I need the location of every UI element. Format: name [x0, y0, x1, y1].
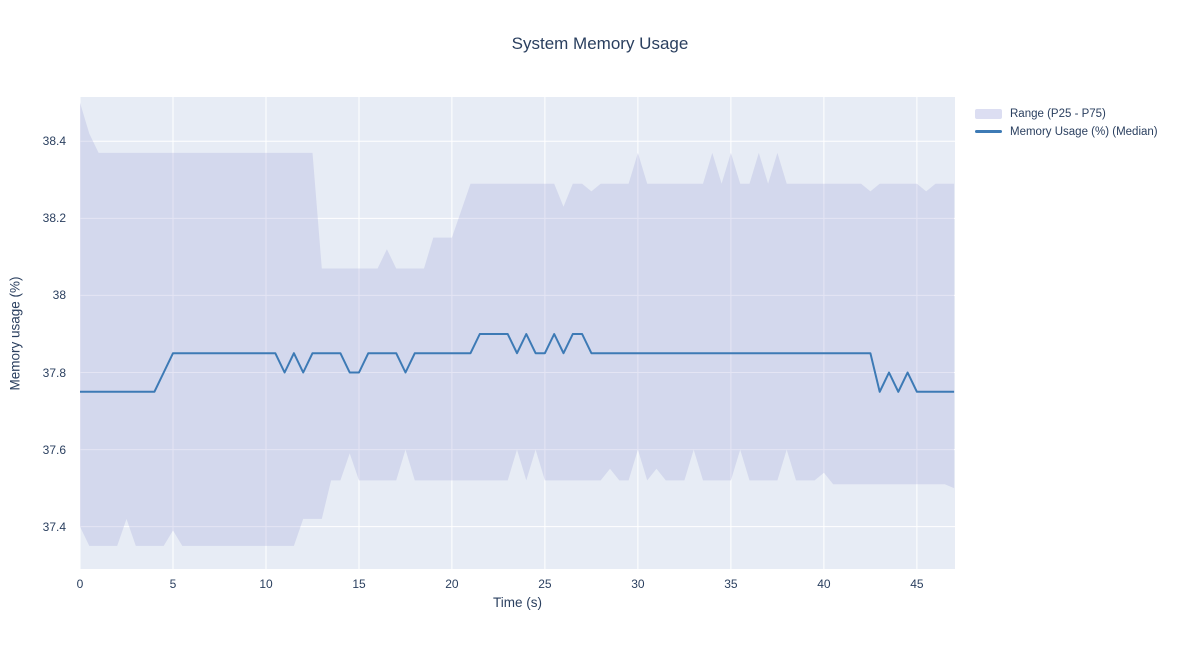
line-swatch-icon — [975, 130, 1002, 133]
x-tick-label: 45 — [910, 577, 924, 591]
x-tick-label: 40 — [817, 577, 831, 591]
x-tick-label: 25 — [538, 577, 552, 591]
legend-label-range: Range (P25 - P75) — [1010, 107, 1106, 120]
chart-title: System Memory Usage — [511, 34, 689, 53]
x-axis-title: Time (s) — [493, 595, 542, 610]
x-tick-label: 30 — [631, 577, 645, 591]
x-tick-label: 10 — [259, 577, 273, 591]
legend-label-median: Memory Usage (%) (Median) — [1010, 125, 1158, 138]
range-band-area — [80, 102, 955, 546]
y-tick-label: 37.8 — [42, 365, 66, 380]
band-swatch-icon — [975, 108, 1002, 119]
x-tick-label: 20 — [445, 577, 459, 591]
y-tick-label: 37.4 — [42, 519, 66, 534]
legend: Range (P25 - P75) Memory Usage (%) (Medi… — [975, 105, 1158, 141]
legend-item-range[interactable]: Range (P25 - P75) — [975, 105, 1158, 122]
median-line — [80, 333, 955, 393]
y-tick-label: 37.6 — [42, 442, 66, 457]
x-tick-label: 5 — [169, 577, 177, 591]
x-tick-label: 0 — [76, 577, 84, 591]
y-tick-label: 38.2 — [42, 211, 66, 226]
x-tick-label: 15 — [352, 577, 366, 591]
y-tick-label: 38 — [52, 288, 66, 303]
legend-item-median[interactable]: Memory Usage (%) (Median) — [975, 123, 1158, 140]
y-tick-label: 38.4 — [42, 134, 66, 149]
x-tick-label: 35 — [724, 577, 738, 591]
plot-background — [80, 97, 955, 569]
